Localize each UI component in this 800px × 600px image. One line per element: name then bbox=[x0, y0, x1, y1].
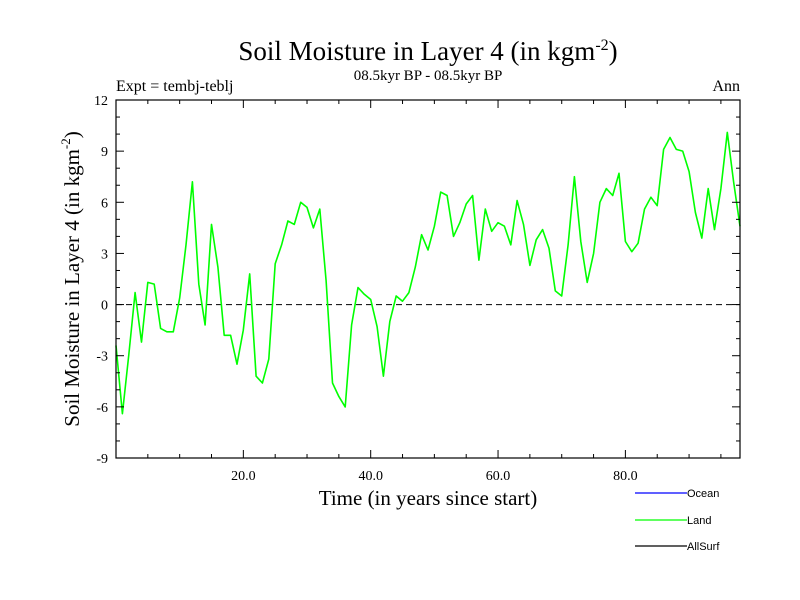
y-tick-label: -6 bbox=[96, 401, 108, 416]
x-tick-label: 40.0 bbox=[358, 469, 383, 484]
y-tick-label: 9 bbox=[101, 145, 108, 160]
legend: Ocean Land AllSurf bbox=[635, 488, 720, 553]
legend-item-land: Land bbox=[635, 515, 711, 527]
x-axis-label: Time (in years since start) bbox=[319, 486, 538, 510]
legend-label-ocean: Ocean bbox=[687, 488, 719, 500]
y-tick-label: -3 bbox=[96, 350, 108, 365]
y-axis-label: Soil Moisture in Layer 4 (in kgm-2) bbox=[58, 131, 84, 426]
y-axis-label-sup: -2 bbox=[58, 138, 73, 149]
y-axis-label-main: Soil Moisture in Layer 4 (in kgm bbox=[60, 149, 84, 427]
series-line-land bbox=[115, 131, 741, 415]
y-tick-label: 12 bbox=[94, 94, 108, 109]
legend-item-ocean: Ocean bbox=[635, 488, 719, 500]
y-tick-label: -9 bbox=[96, 452, 108, 467]
x-tick-label: 20.0 bbox=[231, 469, 256, 484]
x-axis-ticks: 20.0 40.0 60.0 80.0 bbox=[147, 100, 722, 484]
y-tick-label: 6 bbox=[101, 196, 108, 211]
plot-area: -9 -6 -3 0 3 6 9 12 20.0 40.0 60.0 80.0 bbox=[94, 94, 741, 484]
y-axis-label-close: ) bbox=[60, 131, 84, 138]
plot-frame bbox=[115, 99, 741, 459]
y-axis-ticks: -9 -6 -3 0 3 6 9 12 bbox=[94, 94, 740, 467]
y-tick-label: 3 bbox=[101, 247, 108, 262]
x-tick-label: 80.0 bbox=[613, 469, 638, 484]
legend-item-allsurf: AllSurf bbox=[635, 541, 720, 553]
legend-label-land: Land bbox=[687, 515, 711, 527]
chart-title: Soil Moisture in Layer 4 (in kgm-2) bbox=[238, 36, 617, 66]
chart-subtitle: 08.5kyr BP - 08.5kyr BP bbox=[354, 68, 503, 84]
season-label: Ann bbox=[712, 78, 740, 95]
chart-title-close: ) bbox=[609, 36, 618, 66]
x-tick-label: 60.0 bbox=[486, 469, 511, 484]
experiment-label: Expt = tembj-teblj bbox=[116, 78, 233, 95]
y-tick-label: 0 bbox=[101, 299, 108, 314]
chart-title-main: Soil Moisture in Layer 4 (in kgm bbox=[238, 36, 595, 66]
chart-title-sup: -2 bbox=[595, 37, 608, 54]
legend-label-allsurf: AllSurf bbox=[687, 541, 720, 553]
